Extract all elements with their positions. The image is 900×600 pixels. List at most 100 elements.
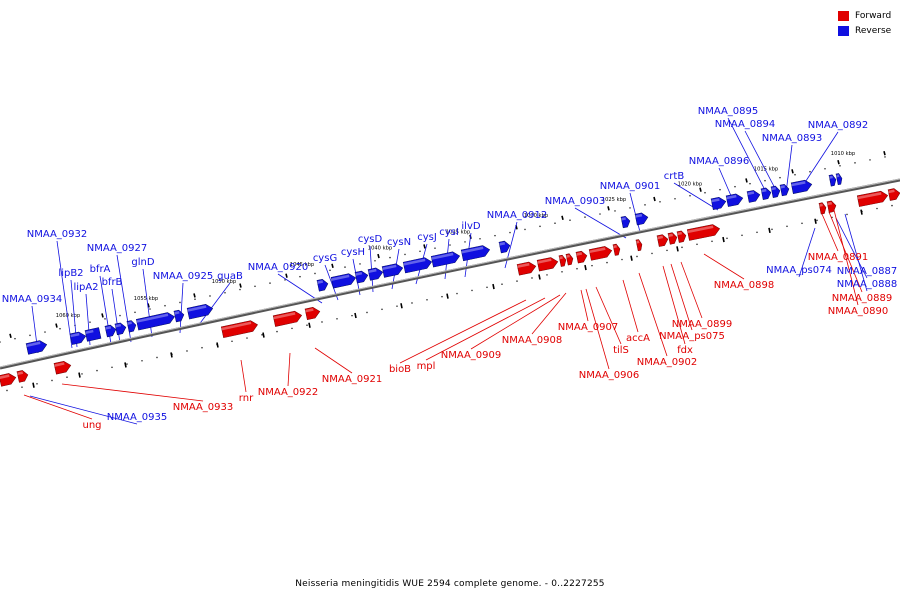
gene-outline — [186, 304, 214, 320]
scale-tick — [676, 246, 679, 252]
scale-dot — [404, 253, 406, 256]
scale-dot — [696, 243, 698, 246]
gene-highlight — [559, 256, 563, 260]
gene-outline — [126, 320, 137, 333]
gene-outline — [620, 215, 631, 229]
gene-arrow — [791, 180, 812, 194]
gene-outline — [558, 254, 567, 267]
scale-dot — [711, 240, 713, 243]
scale-dot — [359, 263, 361, 265]
leader-line — [531, 292, 567, 335]
gene-highlight — [613, 245, 617, 249]
legend-reverse: Reverse — [838, 23, 891, 38]
gene-label: ilvD — [461, 221, 480, 232]
forward-gene — [558, 254, 567, 267]
reverse-gene — [25, 340, 48, 355]
gene-highlight — [355, 271, 363, 276]
gene-highlight — [105, 326, 112, 330]
scale-tick — [883, 150, 886, 156]
gene-arrow — [676, 230, 686, 243]
scale-dot — [614, 210, 616, 212]
scale-tick — [745, 178, 748, 183]
gene-label: rnr — [239, 393, 254, 404]
scale-tick — [791, 169, 794, 174]
gene-highlight — [857, 192, 882, 200]
gene-highlight — [780, 185, 786, 189]
kbp-scale-dots — [0, 156, 893, 392]
reverse-gene — [381, 263, 404, 278]
gene-label: NMAA_0887 — [837, 266, 898, 277]
scale-tick — [170, 352, 173, 358]
leader-line — [197, 282, 231, 327]
reverse-gene — [173, 309, 185, 323]
reverse-gene — [135, 312, 175, 331]
leader-line — [399, 299, 527, 364]
scale-dot — [809, 170, 811, 173]
gene-highlight — [621, 217, 626, 221]
forward-gene — [818, 202, 827, 215]
kbp-tick-label: 1030 kbp — [524, 213, 549, 219]
scale-tick — [354, 312, 357, 319]
gene-outline — [588, 246, 613, 261]
reverse-gene — [114, 322, 127, 336]
gene-highlight — [127, 321, 132, 325]
gene-outline — [135, 312, 175, 331]
gene-arrow — [431, 251, 460, 268]
gene-highlight — [368, 268, 377, 274]
scale-tick — [124, 362, 127, 368]
gene-label: NMAA_0902 — [637, 357, 698, 368]
gene-label: NMAA_0922 — [258, 387, 319, 398]
gene-arrow — [667, 232, 677, 245]
gene-highlight — [829, 175, 833, 179]
leader-line — [798, 227, 816, 278]
gene-label: cysN — [387, 237, 411, 248]
scale-tick — [538, 274, 541, 280]
scale-tick — [446, 293, 449, 299]
gene-outline — [826, 200, 837, 213]
leader-line — [629, 192, 641, 233]
gene-arrow — [16, 370, 28, 383]
gene-outline — [887, 188, 900, 201]
forward-gene — [656, 234, 669, 247]
scale-tick — [239, 283, 242, 288]
gene-label: NMAA_0892 — [808, 120, 869, 131]
scale-tick — [331, 263, 334, 269]
gene-label: cysJ — [417, 232, 437, 243]
scale-dot — [516, 280, 518, 282]
scale-dot — [456, 292, 458, 295]
scale-dot — [344, 266, 346, 268]
leader-line — [470, 294, 561, 350]
reverse-swatch — [838, 25, 849, 36]
gene-highlight — [517, 262, 530, 268]
reverse-gene — [770, 185, 781, 198]
gene-label: NMAA_0935 — [107, 412, 168, 423]
gene-outline — [634, 212, 649, 226]
gene-arrow — [126, 320, 136, 333]
scale-tick — [32, 382, 35, 388]
scale-tick — [423, 244, 426, 249]
gene-highlight — [819, 203, 823, 207]
gene-label: NMAA_0899 — [672, 319, 733, 330]
gene-outline — [173, 309, 185, 323]
leader-line — [638, 272, 668, 357]
leader-line — [799, 131, 839, 191]
scale-tick — [147, 303, 150, 308]
leader-line — [662, 265, 686, 345]
gene-label: NMAA_0921 — [322, 374, 383, 385]
gene-arrow — [687, 224, 720, 241]
gene-outline — [16, 370, 29, 383]
scale-dot — [749, 182, 751, 185]
forward-gene — [272, 310, 303, 327]
scale-dot — [246, 337, 248, 339]
scale-dot — [21, 386, 23, 388]
legend-forward: Forward — [838, 8, 891, 23]
gene-outline — [710, 197, 727, 210]
gene-highlight — [636, 240, 640, 244]
reverse-gene — [710, 197, 727, 210]
gene-arrow — [827, 200, 836, 213]
leader-line — [595, 286, 622, 345]
leader-line — [844, 213, 868, 292]
scale-dot — [329, 269, 331, 272]
reverse-gene — [330, 273, 357, 289]
